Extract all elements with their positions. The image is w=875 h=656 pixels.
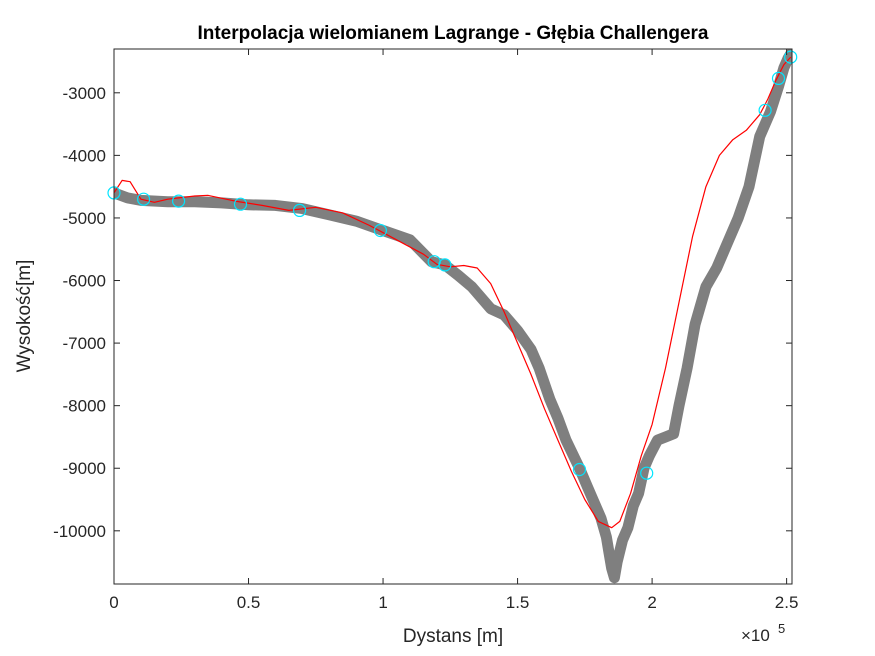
series-group (114, 49, 792, 584)
y-tick-label: -8000 (63, 397, 106, 416)
series-interpolation-line (114, 56, 792, 529)
series-layer (107, 49, 798, 584)
plot-background (114, 49, 792, 584)
node-point (771, 71, 786, 86)
y-tick-label: -4000 (63, 146, 106, 165)
y-axis: -10000 -9000 -8000 -7000 -6000 -5000 -4000 -300… (53, 84, 792, 541)
y-tick-label: -9000 (63, 459, 106, 478)
y-tick-label: -5000 (63, 209, 106, 228)
node-point (293, 203, 307, 217)
x-tick-label: 1.5 (506, 593, 530, 612)
node-point (758, 103, 772, 117)
x-exponent-power: 5 (778, 621, 785, 636)
chart-title: Interpolacja wielomianem Lagrange - Głęb… (197, 23, 708, 44)
series-profile-line (114, 49, 792, 584)
node-point (438, 258, 452, 272)
y-tick-label: -6000 (63, 272, 106, 291)
x-tick-label: 2.5 (775, 593, 799, 612)
y-tick-label: -3000 (63, 84, 106, 103)
x-axis-label: Dystans [m] (403, 626, 503, 647)
node-point (572, 462, 587, 477)
node-point (784, 50, 798, 64)
plot-frame (113, 48, 793, 585)
x-exponent-label: ×10 (741, 626, 770, 645)
x-tick-label: 0 (109, 593, 118, 612)
x-axis: 0 0.5 1 1.5 2 2.5 (109, 49, 798, 612)
y-axis-label: Wysokość[m] (14, 260, 35, 373)
x-tick-label: 0.5 (237, 593, 261, 612)
x-tick-label: 1 (378, 593, 387, 612)
node-point (233, 197, 248, 211)
node-point (373, 223, 387, 238)
plot-area (107, 48, 798, 585)
y-tick-label: -7000 (63, 334, 106, 353)
node-point (640, 466, 654, 480)
node-point (172, 194, 186, 208)
node-point (137, 192, 151, 206)
x-tick-label: 2 (647, 593, 656, 612)
y-tick-label: -10000 (53, 522, 106, 541)
